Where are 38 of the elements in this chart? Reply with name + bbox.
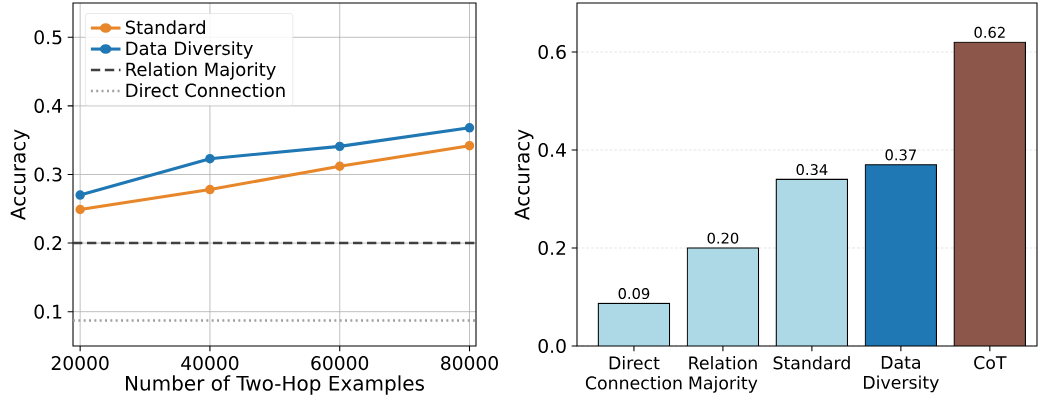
point (464, 123, 475, 133)
point (464, 140, 475, 151)
point (334, 141, 345, 152)
y-tick-label: 0.2 (34, 236, 62, 251)
point (334, 161, 345, 171)
y-tick-label: 0.4 (34, 98, 62, 113)
point (75, 190, 85, 200)
x-tick-label: Direct Connection (585, 356, 682, 390)
y-tick-label: 0.4 (538, 142, 566, 158)
legend-label: Relation Majority (126, 62, 276, 80)
x-tick-label: Standard (773, 356, 850, 370)
data-label: 0.37 (885, 149, 916, 161)
x-tick-label: CoT (974, 356, 1007, 370)
data-label: 0.62 (974, 26, 1005, 38)
y-tick-label: 0.2 (538, 240, 566, 256)
x-tick-label: Relation Majority (689, 356, 758, 393)
x-tick-label: 80000 (441, 356, 498, 371)
data-label: 0.20 (707, 232, 739, 244)
data-label: 0.09 (618, 288, 650, 300)
data-label: 0.34 (796, 164, 828, 176)
legend-label: Data Diversity (126, 41, 253, 59)
y-tick-label: 0.1 (34, 304, 62, 319)
point (75, 204, 85, 215)
y-tick-label: 0.0 (538, 338, 566, 354)
point (205, 153, 215, 164)
y-axis-title: Accuracy (10, 129, 30, 220)
y-tick-label: 0.3 (34, 167, 62, 182)
x-tick-label: 40000 (181, 356, 239, 371)
legend-label: Standard (125, 20, 205, 35)
x-tick-label: 20000 (51, 356, 109, 371)
y-tick-label: 0.5 (34, 30, 62, 45)
x-tick-label: 60000 (311, 356, 369, 371)
y-tick-label: 0.6 (538, 44, 566, 60)
legend-label: Direct Connection (126, 83, 285, 98)
point (205, 184, 215, 195)
x-tick-label: Data Diversity (864, 356, 939, 393)
y-axis-title: Accuracy (514, 129, 534, 220)
x-axis-title: Number of Two-Hop Examples (126, 375, 424, 395)
